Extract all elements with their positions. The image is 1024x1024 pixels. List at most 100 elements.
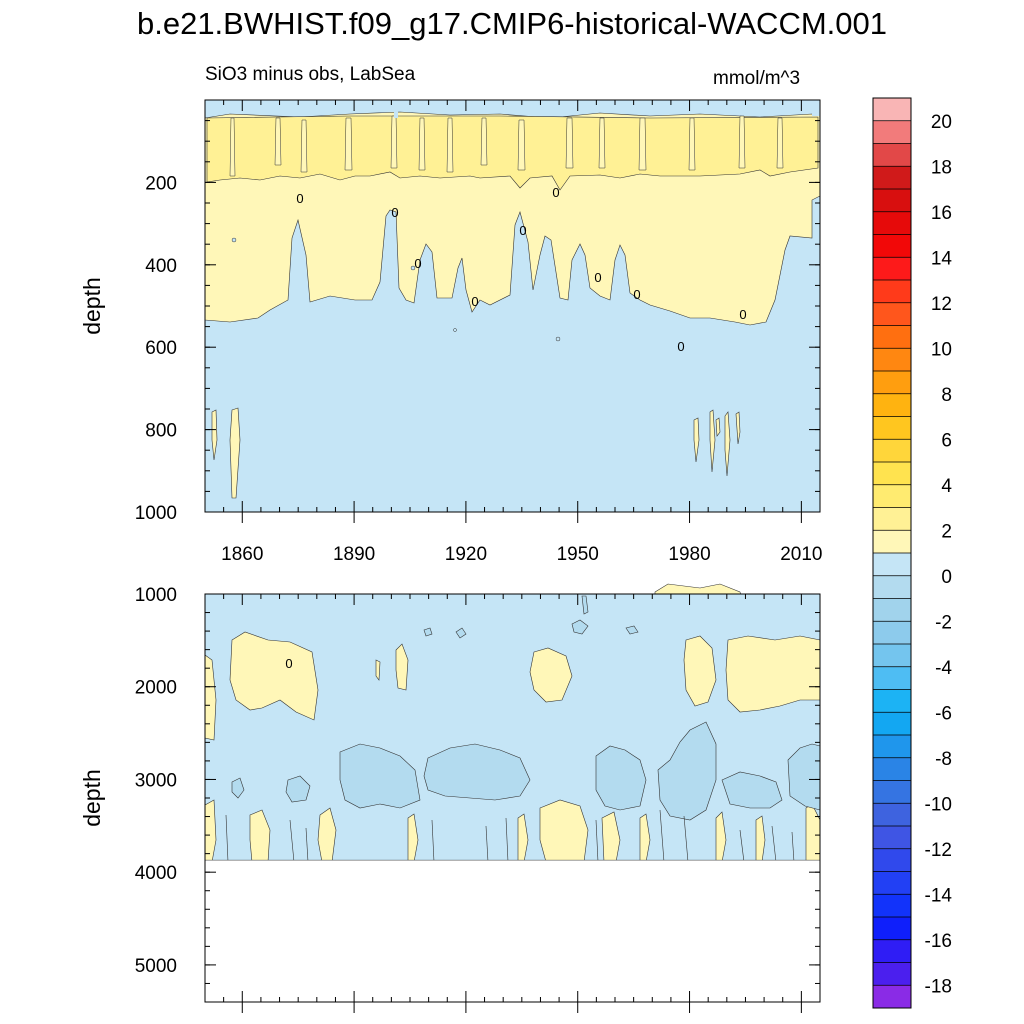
positive-patch (407, 813, 419, 863)
colorbar-swatch (873, 939, 911, 963)
contour-zero-label: 0 (552, 185, 559, 200)
negative-dot (453, 328, 457, 332)
colorbar-swatch (873, 712, 911, 736)
colorbar-swatch (873, 143, 911, 167)
y-tick-label: 1000 (135, 503, 177, 524)
colorbar-label: -4 (935, 658, 952, 679)
colorbar-label: -2 (935, 612, 952, 633)
colorbar: 20181614121086420-2-4-6-8-10-12-14-16-18… (872, 97, 953, 1024)
colorbar-label: 0 (941, 567, 952, 588)
colorbar-swatch (873, 757, 911, 781)
contour-line (431, 819, 435, 863)
negative-mid-patch (423, 627, 433, 637)
colorbar-swatch (873, 894, 911, 918)
contour-zero-label: 0 (471, 294, 478, 309)
positive-patch (229, 407, 241, 499)
contour-line (505, 817, 509, 863)
positive-patch (735, 411, 741, 445)
positive-patch (724, 411, 731, 477)
colorbar-swatch (873, 325, 911, 349)
negative-mid-patch (721, 771, 783, 809)
positive-patch (375, 659, 381, 681)
contour-dip (598, 117, 606, 169)
colorbar-swatch (873, 666, 911, 690)
positive-patch (715, 811, 727, 863)
y-tick-label: 800 (145, 421, 177, 442)
negative-mid-patch (423, 743, 531, 801)
colorbar-label: 6 (941, 430, 952, 451)
negative-mid-patch (571, 619, 589, 635)
contour-dip (418, 117, 426, 171)
positive-patch (725, 635, 821, 713)
colorbar-swatch (873, 507, 911, 531)
colorbar-label: 8 (941, 385, 952, 406)
positive-patch (709, 409, 716, 473)
positive-patch (517, 813, 529, 863)
positive-patch (395, 643, 409, 691)
units-label: mmol/m^3 (713, 68, 801, 89)
contour-zero-label: 0 (519, 223, 526, 238)
contour-dip (776, 117, 784, 169)
contour-zero-label: 0 (414, 256, 421, 271)
y-tick-label: 400 (145, 256, 177, 277)
negative-dot (231, 237, 237, 243)
colorbar-swatch (873, 98, 911, 122)
contour-dip (638, 117, 647, 171)
colorbar-swatch (873, 234, 911, 258)
x-tick-label: 1920 (445, 544, 487, 565)
colorbar-swatch (873, 211, 911, 235)
chart-title: b.e21.BWHIST.f09_g17.CMIP6-historical-WA… (136, 6, 887, 41)
contour-dip (688, 117, 696, 171)
contour-dip (274, 117, 282, 166)
x-tick-label: 2010 (780, 544, 822, 565)
colorbar-swatch (873, 280, 911, 304)
positive-patch (639, 813, 651, 863)
colorbar-label: 10 (931, 339, 952, 360)
positive-patch (755, 815, 766, 863)
positive-patch (529, 647, 573, 703)
colorbar-swatch (873, 962, 911, 986)
colorbar-swatch (873, 462, 911, 486)
positive-patch (229, 631, 319, 721)
contour-zero-label: 0 (633, 287, 640, 302)
colorbar-label: -20 (925, 1022, 952, 1024)
negative-mid-patch (285, 775, 311, 803)
colorbar-frame (872, 97, 912, 1009)
contour-dip (344, 117, 353, 171)
colorbar-swatch (873, 348, 911, 372)
lower-panel: 0 1000 2000 3000 4000 5000 depth (79, 585, 821, 1013)
colorbar-swatch (873, 917, 911, 941)
colorbar-label: -18 (925, 976, 952, 997)
positive-patch (715, 417, 721, 437)
contour-line (683, 815, 689, 863)
colorbar-label: 18 (931, 157, 952, 178)
negative-mid-patch (339, 743, 421, 809)
colorbar-swatch (873, 575, 911, 599)
colorbar-swatch (873, 848, 911, 872)
y-axis-title: depth (79, 277, 105, 335)
x-tick-label: 1890 (333, 544, 375, 565)
contour-line (739, 829, 745, 863)
y-tick-label: 3000 (135, 770, 177, 791)
colorbar-swatch (873, 985, 911, 1009)
colorbar-swatch (873, 484, 911, 508)
positive-patch (693, 417, 700, 463)
colorbar-label: 2 (941, 521, 952, 542)
y-tick-label: 600 (145, 338, 177, 359)
negative-mid-patch (595, 745, 647, 811)
negative-dot (410, 265, 416, 271)
y-tick-label: 4000 (135, 863, 177, 884)
colorbar-label: -16 (925, 931, 952, 952)
x-tick-label: 1980 (668, 544, 710, 565)
contour-zero-label: 0 (677, 339, 684, 354)
upper-panel: 0 0 0 0 0 0 0 0 0 0 200 400 600 800 1000 depth 1860 1890 1… (79, 99, 823, 683)
x-tick-label: 1860 (221, 544, 263, 565)
y-axis-title: depth (79, 769, 105, 827)
contour-dip (390, 115, 398, 169)
negative-region (205, 594, 820, 861)
chart-subtitle: SiO3 minus obs, LabSea (205, 64, 416, 85)
negative-mid-patch (581, 595, 589, 615)
colorbar-label: -14 (925, 885, 953, 906)
colorbar-label: 12 (931, 294, 952, 315)
colorbar-label: 20 (931, 112, 952, 133)
